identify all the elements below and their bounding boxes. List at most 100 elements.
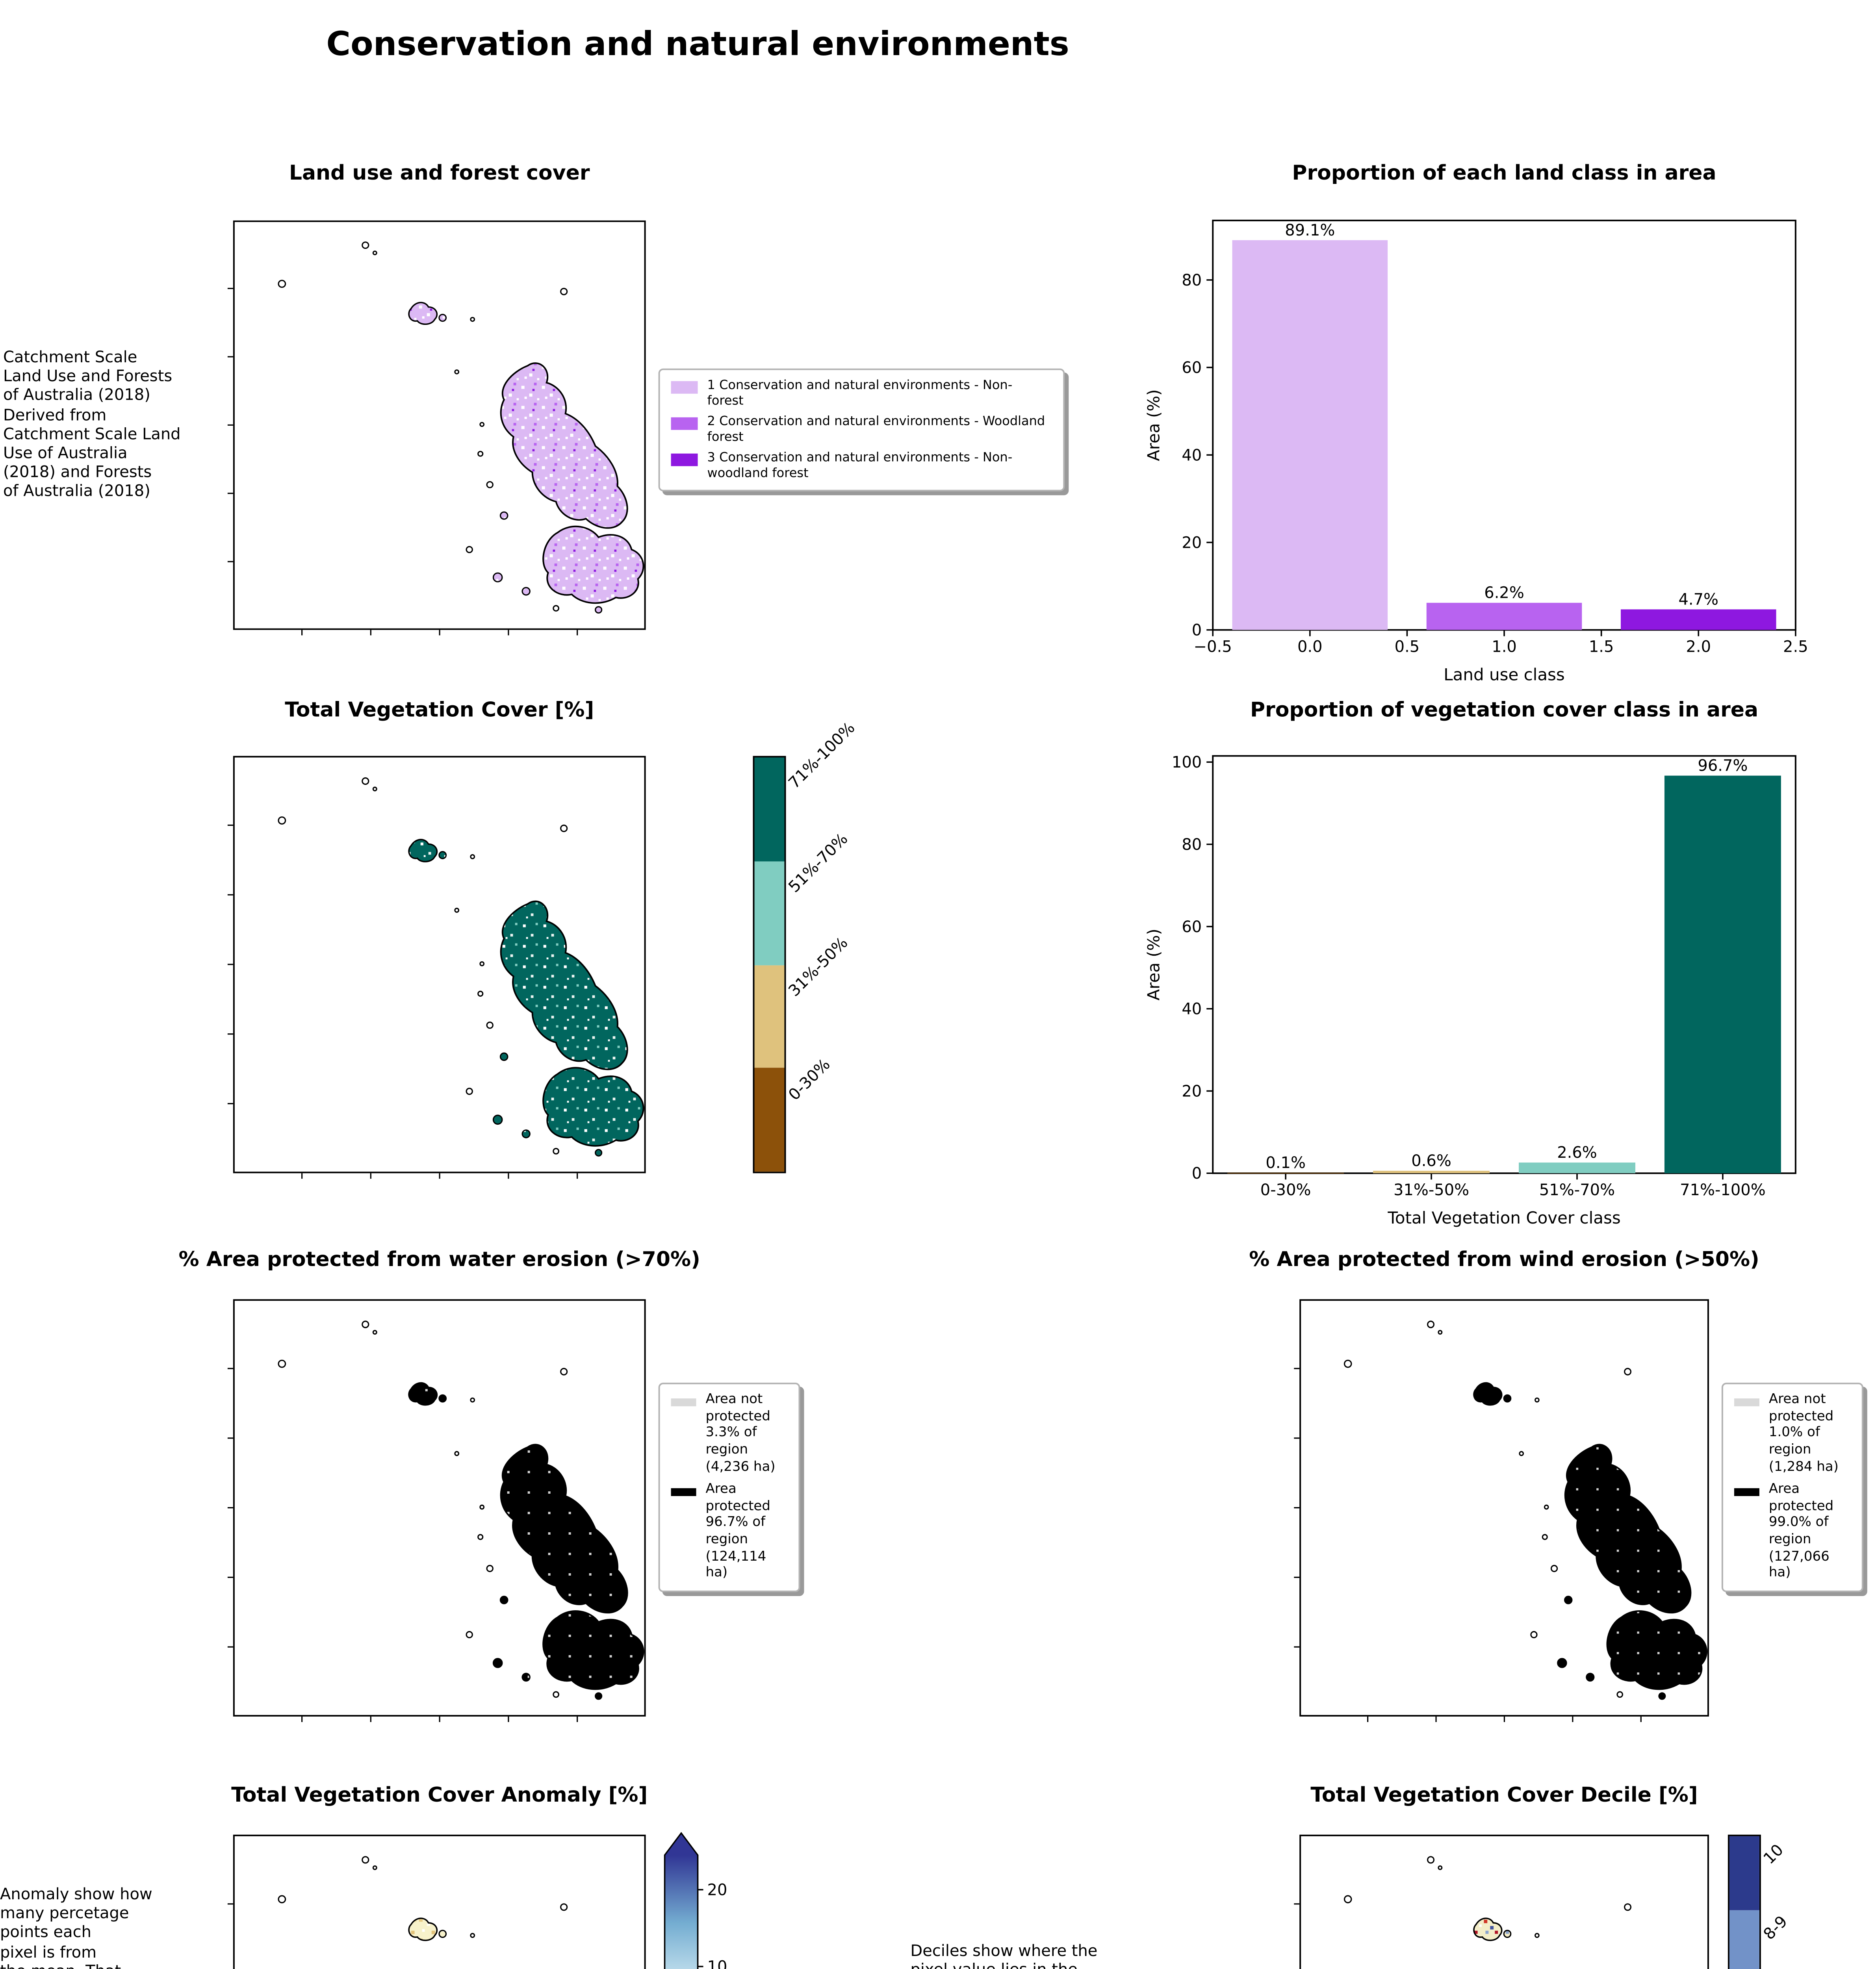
southern-island [542,1610,644,1690]
y-axis-label: Area (%) [1144,389,1163,461]
islet [521,587,531,596]
legend-swatch-not-protected [1734,1398,1759,1407]
x-tick-label: 2.5 [1783,638,1808,656]
decile-note: Deciles show where the pixel value lies … [910,1943,1098,1969]
water-erosion-map-canvas [227,1299,646,1722]
islet [492,1114,503,1125]
islet [1658,1692,1666,1700]
islet [362,1856,369,1864]
islet [1343,1895,1352,1904]
bar-value-label: 4.7% [1678,590,1718,608]
colorbar-segment [1729,1910,1759,1969]
legend-item: Area protected 96.7% of region (124,114 … [671,1482,788,1583]
main-island [1564,1444,1692,1613]
vegclass-chart-title: Proportion of vegetation cover class in … [1250,699,1759,723]
islet [486,481,494,488]
x-tick-label: 2.0 [1686,638,1711,656]
islet [372,1330,377,1335]
islet [438,851,447,859]
landuse-legend: 1 Conservation and natural environments … [658,368,1065,491]
islet [1535,1397,1540,1403]
colorbar-label: 8-9 [1761,1913,1792,1944]
water-erosion-legend: Area not protected 3.3% of region (4,236… [658,1383,800,1592]
islet [553,1148,560,1155]
landuse-source-note: Catchment Scale Land Use and Forests of … [3,349,181,501]
x-tick-label: 0-30% [1260,1181,1311,1199]
colorbar-tick-label: 20 [707,1881,727,1899]
islet [477,990,484,997]
landclass-chart-title: Proportion of each land class in area [1292,162,1716,186]
anomaly-map-canvas [227,1834,646,1969]
anomaly-colorbar: 20100−10−20 [664,1832,727,1969]
island-cluster [408,302,438,325]
x-tick-label: 1.5 [1589,638,1614,656]
legend-label: Area not protected 3.3% of region (4,236… [705,1392,776,1475]
islet [499,1052,508,1061]
anomaly-map-title: Total Vegetation Cover Anomaly [%] [231,1784,648,1808]
islet [1535,1933,1540,1938]
islet [1438,1865,1443,1870]
y-tick-label: 40 [1182,1000,1202,1018]
colorbar-segment [754,861,785,965]
islet [1624,1903,1632,1911]
islet [454,908,460,913]
southern-island [1606,1610,1707,1690]
decile-colorbar [1728,1834,1761,1969]
main-island [500,1444,628,1613]
bar-value-label: 2.6% [1557,1144,1597,1162]
y-tick-label: 60 [1182,359,1202,377]
islet [595,1692,603,1700]
legend-swatch-protected [671,1488,696,1496]
bar [1373,1170,1490,1174]
map-frame [233,1299,646,1717]
islet [470,317,475,322]
island-cluster [1473,1917,1503,1941]
colorbar-segment [754,1068,785,1172]
decile-map-title: Total Vegetation Cover Decile [%] [1310,1784,1698,1808]
bar-value-label: 6.2% [1484,584,1524,602]
bar-value-label: 89.1% [1285,221,1335,239]
islet [560,1368,568,1376]
vegcover-map-canvas [227,756,646,1179]
map-frame [233,220,646,630]
legend-item: Area protected 99.0% of region (127,066 … [1734,1482,1851,1583]
decile-map-canvas [1294,1834,1709,1969]
legend-label: Area protected 99.0% of region (127,066 … [1768,1482,1834,1582]
southern-island [542,1067,644,1147]
islet [595,606,603,614]
x-tick-label: 0.0 [1297,638,1323,656]
colorbar-segment [1729,1836,1759,1910]
islet [553,1691,560,1698]
vegcover-colorbar [753,756,786,1174]
islet [278,816,286,825]
colorbar-segment [754,757,785,861]
islet [595,1149,603,1157]
islet [1550,1565,1558,1572]
y-axis-label: Area (%) [1144,929,1163,1001]
decile-map [1294,1834,1709,1969]
y-tick-label: 80 [1182,271,1202,289]
islet [466,1088,473,1095]
main-island [500,900,628,1070]
y-tick-label: 20 [1182,534,1202,552]
islet [1616,1691,1624,1698]
islet [479,1504,485,1510]
islet [1530,1631,1538,1639]
bar [1426,603,1582,630]
legend-label: Area not protected 1.0% of region (1,284… [1768,1392,1839,1475]
islet [372,786,377,792]
vegclass-bar-chart: 0 20 40 60 80 100 Area (%) 0-30% 31%-50% 51%-70% 7… [1144,753,1796,1227]
islet [486,1022,494,1029]
y-tick-label: 60 [1182,918,1202,936]
islet [477,1534,484,1540]
y-tick-label: 100 [1172,753,1202,771]
colorbar-label: 10 [1761,1842,1788,1869]
y-tick-label: 80 [1182,836,1202,854]
islet [438,1394,447,1403]
legend-label: Area protected 96.7% of region (124,114 … [705,1482,770,1582]
x-tick-label: 51%-70% [1539,1181,1615,1199]
x-tick-label: 71%-100% [1680,1181,1766,1199]
legend-item: Area not protected 1.0% of region (1,284… [1734,1392,1851,1476]
wind-erosion-map [1294,1299,1709,1722]
wind-erosion-map-title: % Area protected from wind erosion (>50%… [1249,1249,1759,1273]
